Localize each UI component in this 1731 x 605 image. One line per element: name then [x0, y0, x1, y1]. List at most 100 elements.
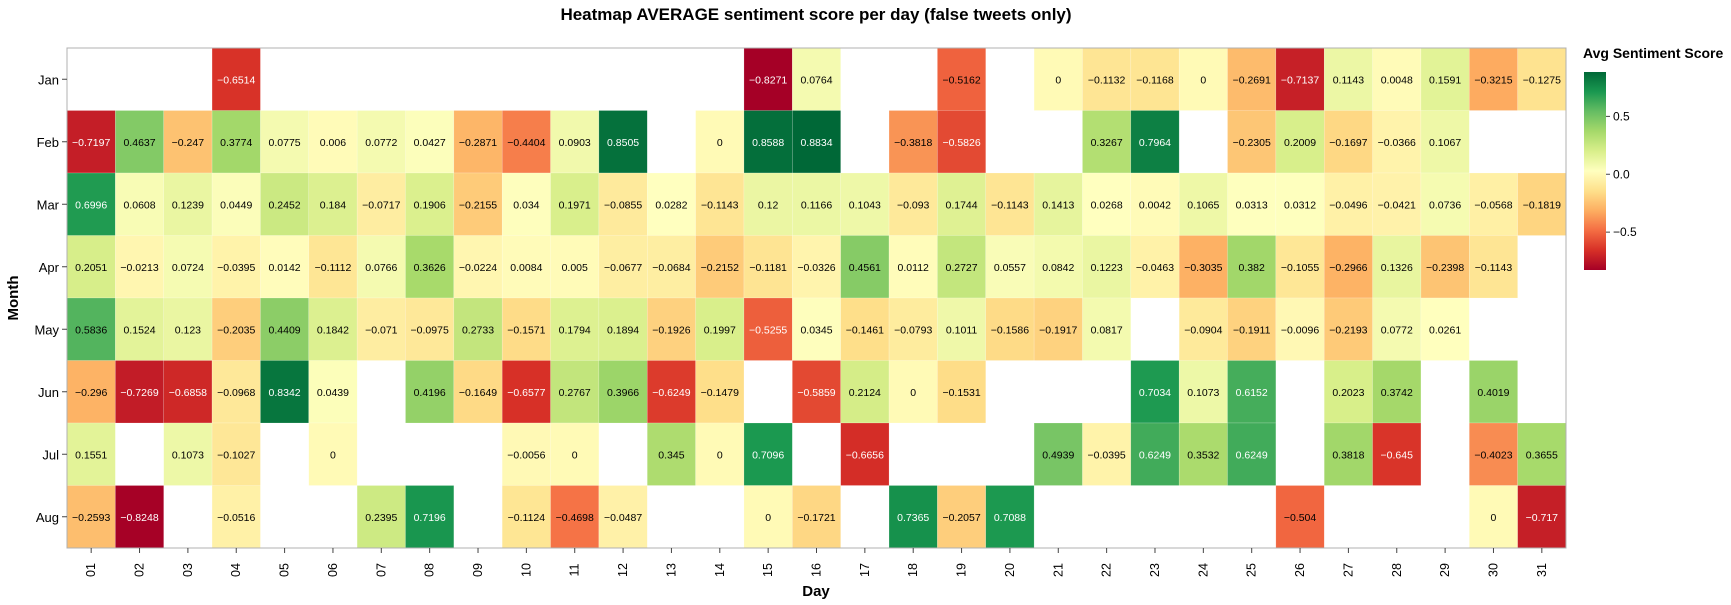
x-tick-label-29: 29 [1438, 563, 1452, 577]
heatmap-cell-mar-27 [1323, 172, 1373, 236]
cell-value-label: −0.1819 [1523, 199, 1561, 211]
cell-value-label: −0.6577 [507, 387, 545, 399]
heatmap-cell-feb-14 [695, 110, 745, 174]
heatmap-cell-mar-10 [501, 172, 551, 236]
heatmap-cell-aug-19 [937, 485, 986, 549]
cell-value-label: −0.1911 [1233, 324, 1271, 336]
cell-value-label: −0.0684 [652, 262, 690, 274]
cell-value-label: 0.4409 [269, 324, 301, 336]
x-tick-label-21: 21 [1051, 563, 1065, 577]
cell-value-label: −0.5162 [942, 74, 980, 86]
heatmap-cell-jul-13 [647, 422, 696, 486]
cell-value-label: 0.1043 [849, 199, 881, 211]
heatmap-cell-aug-08 [405, 485, 455, 549]
cell-value-label: 0.0282 [655, 199, 687, 211]
heatmap-cell-may-16 [792, 297, 841, 361]
cell-value-label: −0.7269 [120, 387, 158, 399]
cell-value-label: 0.0775 [269, 137, 301, 149]
heatmap-cell-aug-11 [550, 485, 600, 549]
heatmap-cell-may-05 [260, 297, 310, 361]
heatmap-cell-jul-15 [743, 422, 793, 486]
heatmap-cell-jan-24 [1178, 47, 1228, 111]
chart-title: Heatmap AVERAGE sentiment score per day … [560, 5, 1071, 24]
cell-value-label: 0.2733 [462, 324, 494, 336]
heatmap-cell-apr-16 [792, 235, 841, 299]
legend-title: Avg Sentiment Score [1583, 45, 1724, 61]
heatmap-cell-may-04 [211, 297, 261, 361]
x-tick-label-22: 22 [1100, 563, 1114, 577]
x-tick-label-16: 16 [810, 563, 824, 577]
heatmap-cell-feb-28 [1372, 110, 1422, 174]
cell-value-label: 0.6152 [1236, 387, 1268, 399]
cell-value-label: −0.0395 [217, 262, 255, 274]
heatmap-cell-mar-11 [550, 172, 600, 236]
cell-value-label: 0.3742 [1381, 387, 1413, 399]
heatmap-cell-aug-18 [888, 485, 938, 549]
heatmap-cell-jul-25 [1227, 422, 1277, 486]
heatmap-cell-mar-31 [1517, 172, 1567, 236]
heatmap-cell-jul-21 [1033, 422, 1083, 486]
cell-value-label: 0.005 [562, 262, 588, 274]
cell-value-label: −0.1479 [701, 387, 739, 399]
heatmap-cell-apr-11 [550, 235, 600, 299]
cell-value-label: −0.4404 [507, 137, 545, 149]
cell-value-label: 0.0313 [1236, 199, 1268, 211]
cell-value-label: 0.0042 [1139, 199, 1171, 211]
x-tick-label-10: 10 [519, 563, 533, 577]
x-tick-label-27: 27 [1341, 563, 1355, 577]
heatmap-cell-mar-12 [598, 172, 648, 236]
heatmap-cell-apr-05 [260, 235, 310, 299]
cell-value-label: −0.1275 [1523, 74, 1561, 86]
heatmap-cell-jun-08 [405, 360, 455, 424]
heatmap-cell-may-26 [1275, 297, 1325, 361]
heatmap-cell-jan-19 [937, 47, 986, 111]
cell-value-label: −0.1697 [1329, 137, 1367, 149]
cell-value-label: −0.0096 [1281, 324, 1319, 336]
cell-value-label: −0.0677 [604, 262, 642, 274]
cell-value-label: 0.0766 [365, 262, 397, 274]
x-tick-label-20: 20 [1003, 563, 1017, 577]
heatmap-cell-mar-23 [1130, 172, 1180, 236]
y-tick-label-apr: Apr [39, 260, 60, 275]
heatmap-cell-jul-28 [1372, 422, 1422, 486]
heatmap-cell-mar-14 [695, 172, 745, 236]
y-axis: Jan Feb Mar Apr May Jun Jul Aug [34, 72, 67, 525]
x-tick-label-07: 07 [374, 563, 388, 577]
heatmap-cell-apr-04 [211, 235, 261, 299]
cell-value-label: −0.0516 [217, 512, 255, 524]
cell-value-label: −0.5826 [942, 137, 980, 149]
heatmap-cell-jul-27 [1323, 422, 1373, 486]
cell-value-label: 0.1067 [1429, 137, 1461, 149]
cell-value-label: −0.0904 [1184, 324, 1222, 336]
cell-value-label: 0.0084 [510, 262, 542, 274]
cell-value-label: 0.1326 [1381, 262, 1413, 274]
x-tick-label-06: 06 [326, 563, 340, 577]
cell-value-label: −0.7137 [1281, 74, 1319, 86]
cell-value-label: 0.1073 [172, 449, 204, 461]
heatmap-cell-mar-09 [453, 172, 503, 236]
cell-value-label: 0.2727 [946, 262, 978, 274]
cell-value-label: 0.2051 [75, 262, 107, 274]
cell-value-label: 0.2395 [365, 512, 397, 524]
cell-value-label: −0.0463 [1136, 262, 1174, 274]
cell-value-label: −0.7197 [72, 137, 110, 149]
heatmap-cell-jul-01 [66, 422, 116, 486]
x-tick-label-12: 12 [616, 563, 630, 577]
cell-value-label: 0.1011 [946, 324, 977, 336]
cell-value-label: 0.3532 [1187, 449, 1219, 461]
cell-value-label: −0.093 [897, 199, 930, 211]
heatmap-cell-mar-22 [1082, 172, 1132, 236]
cell-value-label: 0.4637 [123, 137, 155, 149]
cell-value-label: −0.0224 [459, 262, 497, 274]
cell-value-label: 0.345 [658, 449, 684, 461]
heatmap-cell-jul-06 [308, 422, 358, 486]
heatmap-cell-jun-14 [695, 360, 745, 424]
heatmap-cell-may-20 [985, 297, 1035, 361]
x-tick-label-19: 19 [955, 563, 969, 577]
x-tick-label-17: 17 [858, 563, 872, 577]
heatmap-cell-jul-10 [501, 422, 551, 486]
cell-value-label: −0.296 [75, 387, 108, 399]
heatmap-cell-mar-07 [356, 172, 406, 236]
heatmap-cell-apr-25 [1227, 235, 1277, 299]
heatmap-cell-jun-24 [1178, 360, 1228, 424]
